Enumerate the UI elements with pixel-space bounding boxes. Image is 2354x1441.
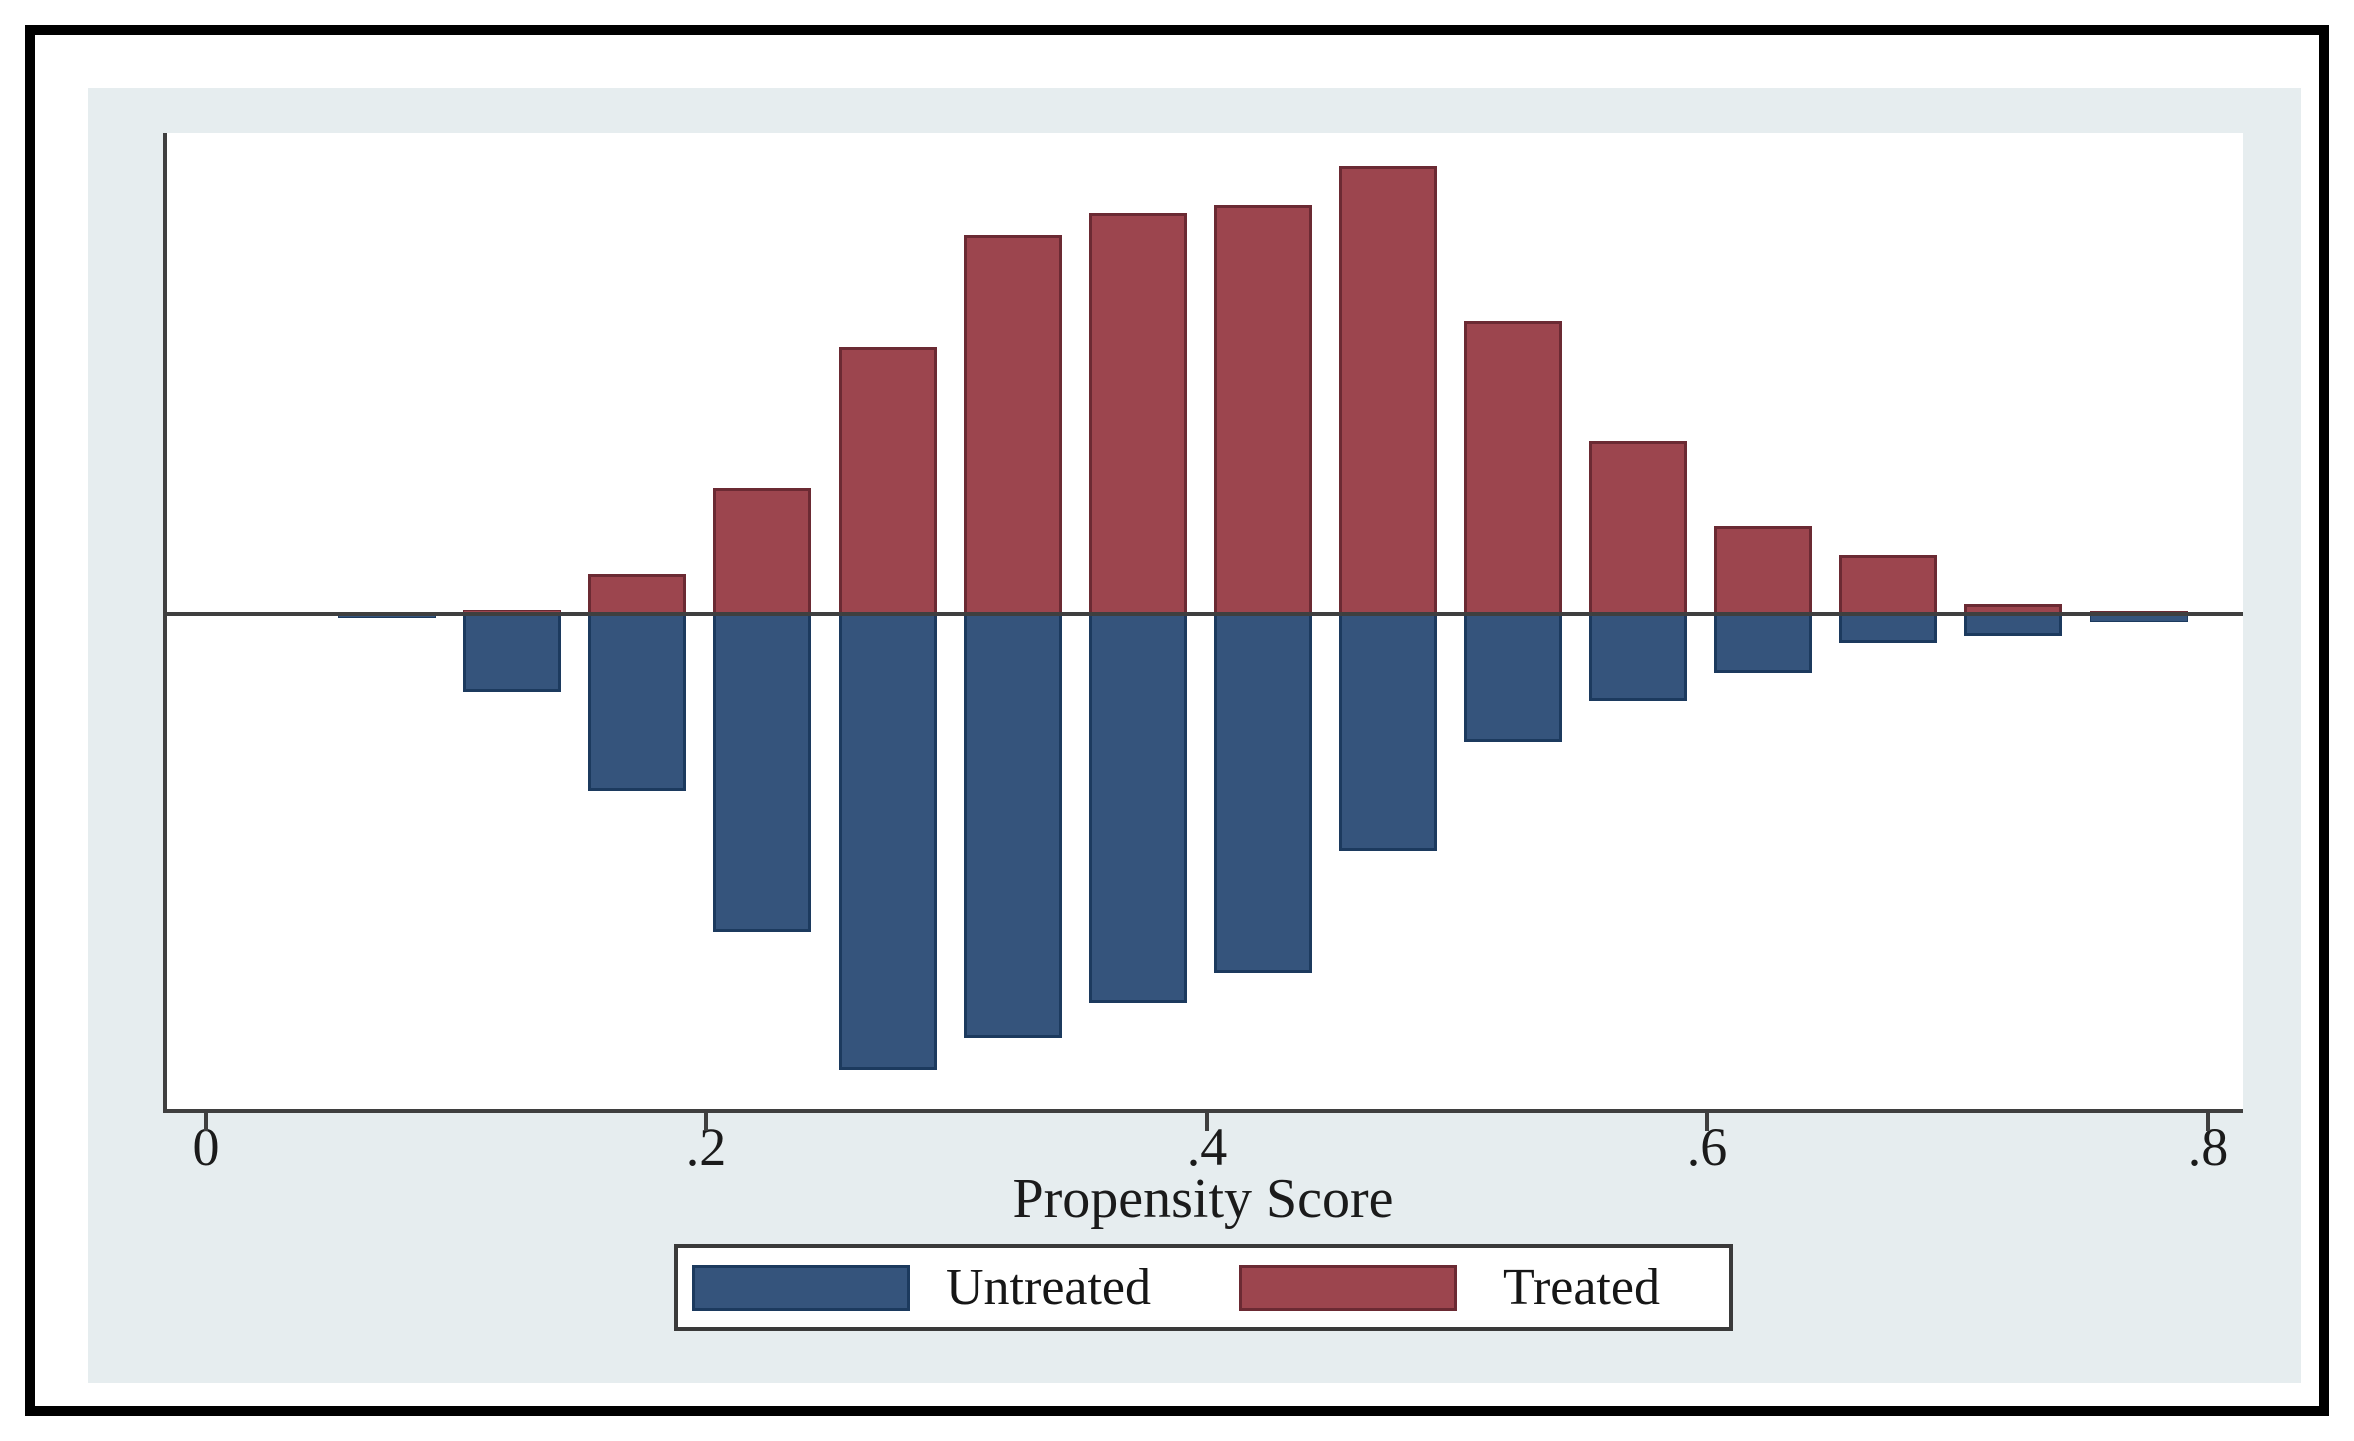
x-tick-.2 (704, 1113, 708, 1131)
bar-treated-bin-0.15 (588, 574, 686, 614)
bar-untreated-bin-0.05 (338, 614, 436, 618)
bar-untreated-bin-0.30 (964, 614, 1062, 1038)
x-axis-title: Propensity Score (1012, 1168, 1394, 1230)
x-tick-.4 (1205, 1113, 1209, 1131)
y-axis-line (163, 133, 167, 1113)
bar-treated-bin-0.55 (1589, 441, 1687, 614)
bar-treated-bin-0.30 (964, 235, 1062, 614)
legend-label-untreated: Untreated (946, 1258, 1152, 1316)
zero-baseline (163, 612, 2243, 616)
bar-untreated-bin-0.10 (463, 614, 561, 692)
bar-untreated-bin-0.20 (713, 614, 811, 932)
bar-untreated-bin-0.40 (1214, 614, 1312, 973)
bar-treated-bin-0.50 (1464, 321, 1562, 614)
bar-untreated-bin-0.75 (2090, 614, 2188, 622)
bar-untreated-bin-0.15 (588, 614, 686, 791)
bar-untreated-bin-0.45 (1339, 614, 1437, 851)
legend-swatch-treated (1239, 1264, 1458, 1311)
bar-treated-bin-0.65 (1839, 555, 1937, 614)
bar-untreated-bin-0.50 (1464, 614, 1562, 742)
x-tick-.6 (1705, 1113, 1709, 1131)
bar-treated-bin-0.35 (1089, 213, 1187, 614)
bar-treated-bin-0.45 (1339, 166, 1437, 614)
x-axis-line (163, 1109, 2243, 1113)
bar-treated-bin-0.25 (839, 347, 937, 614)
bar-treated-bin-0.70 (1964, 604, 2062, 614)
bar-treated-bin-0.20 (713, 488, 811, 614)
bar-untreated-bin-0.25 (839, 614, 937, 1070)
legend-swatch-untreated (692, 1264, 910, 1311)
bar-untreated-bin-0.65 (1839, 614, 1937, 643)
legend: Untreated Treated (674, 1244, 1733, 1331)
bar-untreated-bin-0.55 (1589, 614, 1687, 701)
bar-untreated-bin-0.70 (1964, 614, 2062, 636)
bar-untreated-bin-0.60 (1714, 614, 1812, 673)
bar-untreated-bin-0.35 (1089, 614, 1187, 1003)
bar-treated-bin-0.60 (1714, 526, 1812, 614)
legend-label-treated: Treated (1503, 1258, 1660, 1316)
x-tick-.8 (2206, 1113, 2210, 1131)
x-tick-0 (204, 1113, 208, 1131)
bar-treated-bin-0.40 (1214, 205, 1312, 614)
